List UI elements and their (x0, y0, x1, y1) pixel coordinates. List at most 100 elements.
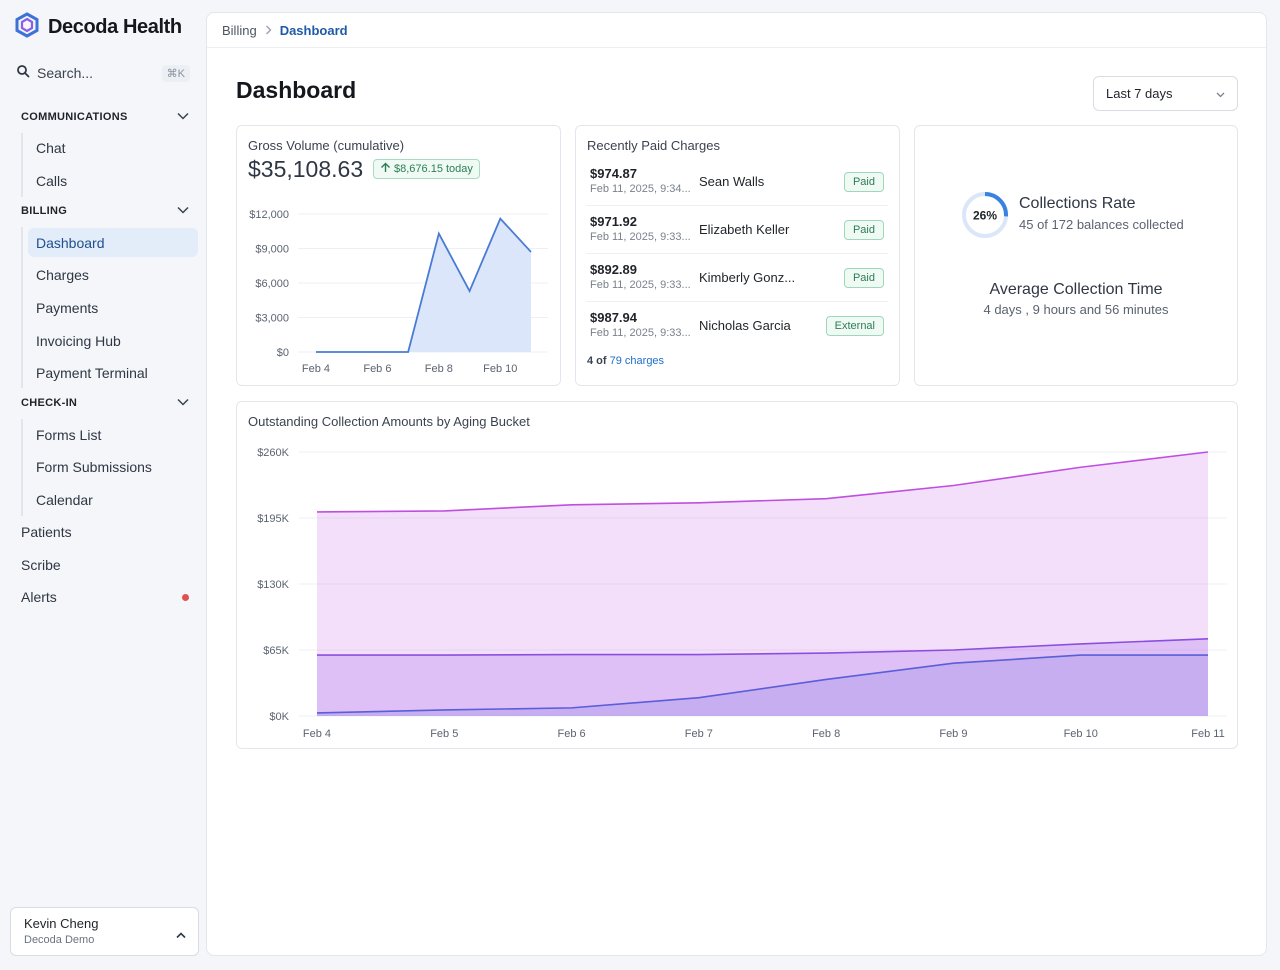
charge-date: Feb 11, 2025, 9:33... (590, 231, 691, 243)
status-badge: Paid (843, 268, 884, 288)
sidebar-item-charges[interactable]: Charges (28, 260, 198, 289)
arrow-up-icon (380, 162, 391, 176)
section-check-in[interactable]: CHECK-IN (21, 393, 189, 413)
x-tick-label: Feb 10 (483, 363, 517, 375)
charges-footer: 4 of 79 charges (587, 355, 664, 367)
chevron-up-icon[interactable] (176, 926, 186, 944)
sidebar-item-form-submissions[interactable]: Form Submissions (28, 452, 198, 481)
y-tick-label: $65K (263, 645, 289, 657)
series-area (317, 452, 1208, 716)
aging-bucket-card: Outstanding Collection Amounts by Aging … (236, 401, 1238, 749)
sidebar-item-payment-terminal[interactable]: Payment Terminal (28, 358, 198, 387)
today-delta-text: $8,676.15 today (394, 163, 473, 175)
date-range-value: Last 7 days (1106, 86, 1173, 101)
card-title: Gross Volume (cumulative) (248, 138, 405, 153)
today-delta-badge: $8,676.15 today (373, 159, 480, 179)
status-badge: Paid (843, 172, 884, 192)
breadcrumb: Billing Dashboard (207, 13, 1266, 48)
search-input[interactable]: Search... (37, 65, 94, 81)
x-tick-label: Feb 4 (303, 728, 331, 740)
sidebar-item-label: Payments (36, 299, 99, 316)
section-label: COMMUNICATIONS (21, 111, 128, 123)
sidebar-item-label: Form Submissions (36, 458, 152, 475)
sidebar-item-invoicing-hub[interactable]: Invoicing Hub (28, 326, 198, 355)
date-range-select[interactable]: Last 7 days (1093, 76, 1238, 111)
chevron-down-icon[interactable] (177, 111, 189, 123)
section-billing[interactable]: BILLING (21, 201, 189, 221)
x-tick-label: Feb 9 (939, 728, 967, 740)
sidebar-item-label: Patients (21, 524, 72, 540)
breadcrumb-billing[interactable]: Billing (222, 22, 257, 38)
sidebar-item-chat[interactable]: Chat (28, 133, 198, 162)
charge-row[interactable]: $987.94 Feb 11, 2025, 9:33... Nicholas G… (586, 302, 888, 350)
gross-volume-card: Gross Volume (cumulative) $35,108.63 $8,… (236, 125, 561, 386)
section-label: CHECK-IN (21, 397, 78, 409)
alert-dot-icon (182, 593, 189, 601)
sidebar-item-dashboard[interactable]: Dashboard (28, 228, 198, 257)
charges-count: 4 of (587, 355, 607, 367)
charge-row[interactable]: $971.92 Feb 11, 2025, 9:33... Elizabeth … (586, 206, 888, 254)
y-tick-label: $130K (257, 579, 289, 591)
collections-rate-ring: 26% (961, 191, 1009, 239)
user-org: Decoda Demo (24, 934, 95, 946)
charge-date: Feb 11, 2025, 9:33... (590, 279, 691, 291)
avg-collection-time-title: Average Collection Time (989, 281, 1163, 298)
nav-group-line (21, 227, 23, 388)
sidebar-item-label: Forms List (36, 426, 102, 443)
sidebar-item-forms-list[interactable]: Forms List (28, 420, 198, 449)
sidebar-item-label: Charges (36, 266, 89, 283)
sidebar-item-scribe[interactable]: Scribe (21, 553, 191, 577)
sidebar-item-label: Scribe (21, 557, 61, 573)
y-tick-label: $0 (277, 347, 289, 359)
decoda-logo-icon (14, 11, 40, 43)
x-tick-label: Feb 4 (302, 363, 330, 375)
avg-collection-time-value: 4 days , 9 hours and 56 minutes (983, 302, 1169, 317)
y-tick-label: $12,000 (249, 210, 289, 221)
charge-amount: $971.92 (590, 214, 637, 229)
search-shortcut: ⌘K (161, 64, 190, 82)
x-tick-label: Feb 7 (685, 728, 713, 740)
collections-card: 26% Collections Rate 45 of 172 balances … (914, 125, 1238, 386)
search-box[interactable]: Search... ⌘K (16, 61, 190, 85)
charge-patient: Nicholas Garcia (699, 318, 791, 333)
charge-amount: $974.87 (590, 166, 637, 181)
main-panel: Billing Dashboard Dashboard Last 7 days … (206, 12, 1267, 956)
recent-charges-card: Recently Paid Charges $974.87 Feb 11, 20… (575, 125, 900, 386)
x-tick-label: Feb 10 (1064, 728, 1098, 740)
sidebar-item-payments[interactable]: Payments (28, 293, 198, 322)
chevron-down-icon[interactable] (177, 397, 189, 409)
sidebar-item-patients[interactable]: Patients (21, 520, 191, 544)
user-menu[interactable]: Kevin Cheng Decoda Demo (10, 907, 199, 956)
series-area (317, 655, 1208, 716)
brand[interactable]: Decoda Health (14, 11, 182, 43)
card-title: Outstanding Collection Amounts by Aging … (248, 414, 530, 429)
y-tick-label: $3,000 (255, 313, 289, 325)
section-communications[interactable]: COMMUNICATIONS (21, 107, 189, 127)
all-charges-link[interactable]: 79 charges (609, 355, 665, 367)
series-area (317, 638, 1208, 716)
card-title: Recently Paid Charges (587, 138, 720, 153)
status-badge: Paid (843, 220, 884, 240)
brand-name: Decoda Health (48, 15, 182, 38)
sidebar-item-label: Alerts (21, 589, 57, 605)
charge-row[interactable]: $974.87 Feb 11, 2025, 9:34... Sean Walls… (586, 158, 888, 206)
charge-patient: Kimberly Gonz... (699, 270, 796, 285)
breadcrumb-dashboard[interactable]: Dashboard (279, 22, 348, 38)
chevron-down-icon[interactable] (177, 205, 189, 217)
sidebar-item-label: Dashboard (36, 234, 105, 251)
series-line (316, 216, 532, 353)
sidebar-item-label: Calls (36, 172, 68, 189)
gross-volume-value: $35,108.63 (248, 156, 364, 182)
charge-row[interactable]: $892.89 Feb 11, 2025, 9:33... Kimberly G… (586, 254, 888, 302)
sidebar: Decoda Health Search... ⌘K COMMUNICATION… (0, 0, 206, 970)
y-tick-label: $0K (269, 711, 289, 723)
nav-group-line (21, 419, 23, 516)
charge-patient: Sean Walls (699, 174, 765, 189)
x-tick-label: Feb 5 (430, 728, 458, 740)
sidebar-item-calendar[interactable]: Calendar (28, 485, 198, 514)
aging-bucket-chart: $0K $65K $130K $195K $260K Feb 4 Feb 5 Feb 6 Feb… (257, 447, 1227, 740)
sidebar-item-alerts[interactable]: Alerts (21, 585, 191, 609)
sidebar-item-calls[interactable]: Calls (28, 166, 198, 195)
nav-group-line (21, 133, 23, 197)
page-title: Dashboard (236, 77, 357, 103)
